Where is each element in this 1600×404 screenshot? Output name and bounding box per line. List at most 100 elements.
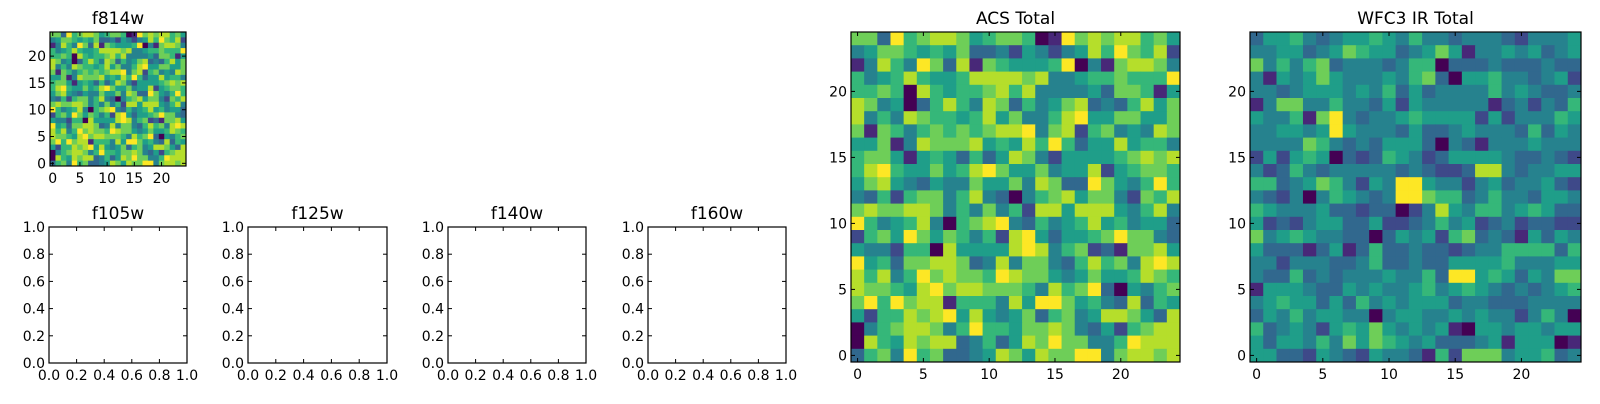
heatmap-cell bbox=[66, 149, 73, 156]
heatmap-cell bbox=[982, 322, 997, 337]
heatmap-cell bbox=[98, 42, 105, 49]
heatmap-cell bbox=[153, 69, 160, 76]
heatmap-cell bbox=[995, 71, 1010, 86]
heatmap-cell bbox=[1369, 269, 1383, 284]
heatmap-cell bbox=[1302, 84, 1317, 99]
heatmap-cell bbox=[1369, 98, 1383, 112]
heatmap-cell bbox=[1008, 111, 1023, 125]
heatmap-cell bbox=[1355, 71, 1370, 86]
heatmap-cell bbox=[82, 53, 89, 60]
heatmap-cell bbox=[175, 37, 182, 44]
heatmap-cell bbox=[71, 101, 78, 108]
heatmap-cell bbox=[55, 37, 62, 44]
heatmap-cell bbox=[175, 90, 182, 97]
heatmap-cell bbox=[120, 123, 127, 129]
heatmap-cell bbox=[158, 128, 165, 135]
heatmap-cell bbox=[1276, 269, 1291, 284]
heatmap-cell bbox=[60, 112, 67, 119]
heatmap-cell bbox=[66, 139, 73, 146]
heatmap-cell bbox=[180, 112, 187, 119]
heatmap-cell bbox=[1369, 111, 1383, 125]
heatmap-cell bbox=[1461, 98, 1476, 112]
heatmap-cell bbox=[903, 164, 918, 178]
heatmap-cell bbox=[60, 117, 67, 124]
heatmap-cell bbox=[1022, 309, 1036, 323]
heatmap-cell bbox=[109, 74, 116, 81]
heatmap-cell bbox=[98, 133, 105, 140]
heatmap-cell bbox=[890, 150, 905, 165]
heatmap-cell bbox=[180, 155, 187, 162]
heatmap-cell bbox=[1395, 32, 1410, 46]
heatmap-cell bbox=[1461, 190, 1476, 205]
heatmap-cell bbox=[956, 269, 970, 284]
heatmap-cell bbox=[98, 144, 105, 151]
heatmap-cell bbox=[115, 37, 122, 44]
heatmap-cell bbox=[1382, 230, 1397, 244]
heatmap-cell bbox=[1382, 190, 1397, 205]
heatmap-cell bbox=[50, 74, 56, 81]
heatmap-cell bbox=[877, 58, 891, 73]
heatmap-cell bbox=[1316, 58, 1330, 73]
heatmap-cell bbox=[995, 58, 1010, 73]
heatmap-cell bbox=[1087, 177, 1102, 191]
heatmap-cell bbox=[1395, 124, 1410, 139]
heatmap-cell bbox=[1316, 269, 1330, 284]
heatmap-cell bbox=[115, 128, 122, 135]
heatmap-cell bbox=[890, 269, 905, 284]
heatmap-cell bbox=[1514, 269, 1529, 284]
heatmap-cell bbox=[1355, 296, 1370, 310]
heatmap-cell bbox=[77, 128, 84, 135]
heatmap-cell bbox=[1035, 230, 1049, 244]
subplot-title: f125w bbox=[291, 204, 343, 224]
heatmap-cell bbox=[1101, 137, 1115, 152]
heatmap-cell bbox=[1422, 164, 1436, 178]
heatmap-cell bbox=[864, 190, 878, 205]
heatmap-cell bbox=[969, 335, 984, 350]
heatmap-cell bbox=[93, 74, 100, 81]
heatmap-cell bbox=[995, 32, 1010, 46]
heatmap-cell bbox=[109, 101, 116, 108]
heatmap-cell bbox=[1140, 243, 1155, 257]
heatmap-cell bbox=[1342, 335, 1357, 350]
heatmap-cell bbox=[1101, 335, 1115, 350]
x-tick-label: 1.0 bbox=[575, 368, 597, 384]
heatmap-cell bbox=[66, 90, 73, 97]
heatmap-cell bbox=[147, 32, 154, 38]
heatmap-cell bbox=[77, 123, 84, 129]
x-tick-label: 15 bbox=[1046, 367, 1064, 383]
heatmap-cell bbox=[982, 71, 997, 86]
heatmap-cell bbox=[956, 137, 970, 152]
heatmap-cell bbox=[1369, 164, 1383, 178]
heatmap-cell bbox=[1435, 282, 1450, 297]
heatmap-cell bbox=[1250, 190, 1264, 205]
heatmap-cell bbox=[169, 112, 176, 119]
heatmap-cell bbox=[1488, 150, 1503, 165]
heatmap-cell bbox=[1087, 230, 1102, 244]
heatmap-cell bbox=[1008, 58, 1023, 73]
heatmap-cell bbox=[1153, 177, 1168, 191]
axes-frame bbox=[1249, 31, 1582, 363]
heatmap-cell bbox=[1008, 230, 1023, 244]
heatmap-cell bbox=[851, 282, 865, 297]
heatmap-cell bbox=[169, 123, 176, 129]
heatmap-cell bbox=[131, 144, 138, 151]
heatmap-cell bbox=[1140, 230, 1155, 244]
heatmap-cell bbox=[1153, 256, 1168, 271]
heatmap-cell bbox=[1276, 150, 1291, 165]
heatmap-cell bbox=[1048, 256, 1063, 271]
heatmap-cell bbox=[1035, 32, 1049, 46]
heatmap-cell bbox=[1329, 230, 1344, 244]
heatmap-cell bbox=[1153, 203, 1168, 218]
heatmap-cell bbox=[1475, 98, 1489, 112]
heatmap-cell bbox=[1114, 84, 1128, 99]
heatmap-cell bbox=[1422, 230, 1436, 244]
heatmap-cell bbox=[1382, 335, 1397, 350]
heatmap-cell bbox=[1382, 348, 1397, 363]
heatmap-cell bbox=[137, 64, 143, 71]
heatmap-cell bbox=[1461, 203, 1476, 218]
heatmap-cell bbox=[995, 150, 1010, 165]
heatmap-cell bbox=[169, 80, 176, 87]
heatmap-cell bbox=[82, 128, 89, 135]
heatmap-cell bbox=[1435, 322, 1450, 337]
